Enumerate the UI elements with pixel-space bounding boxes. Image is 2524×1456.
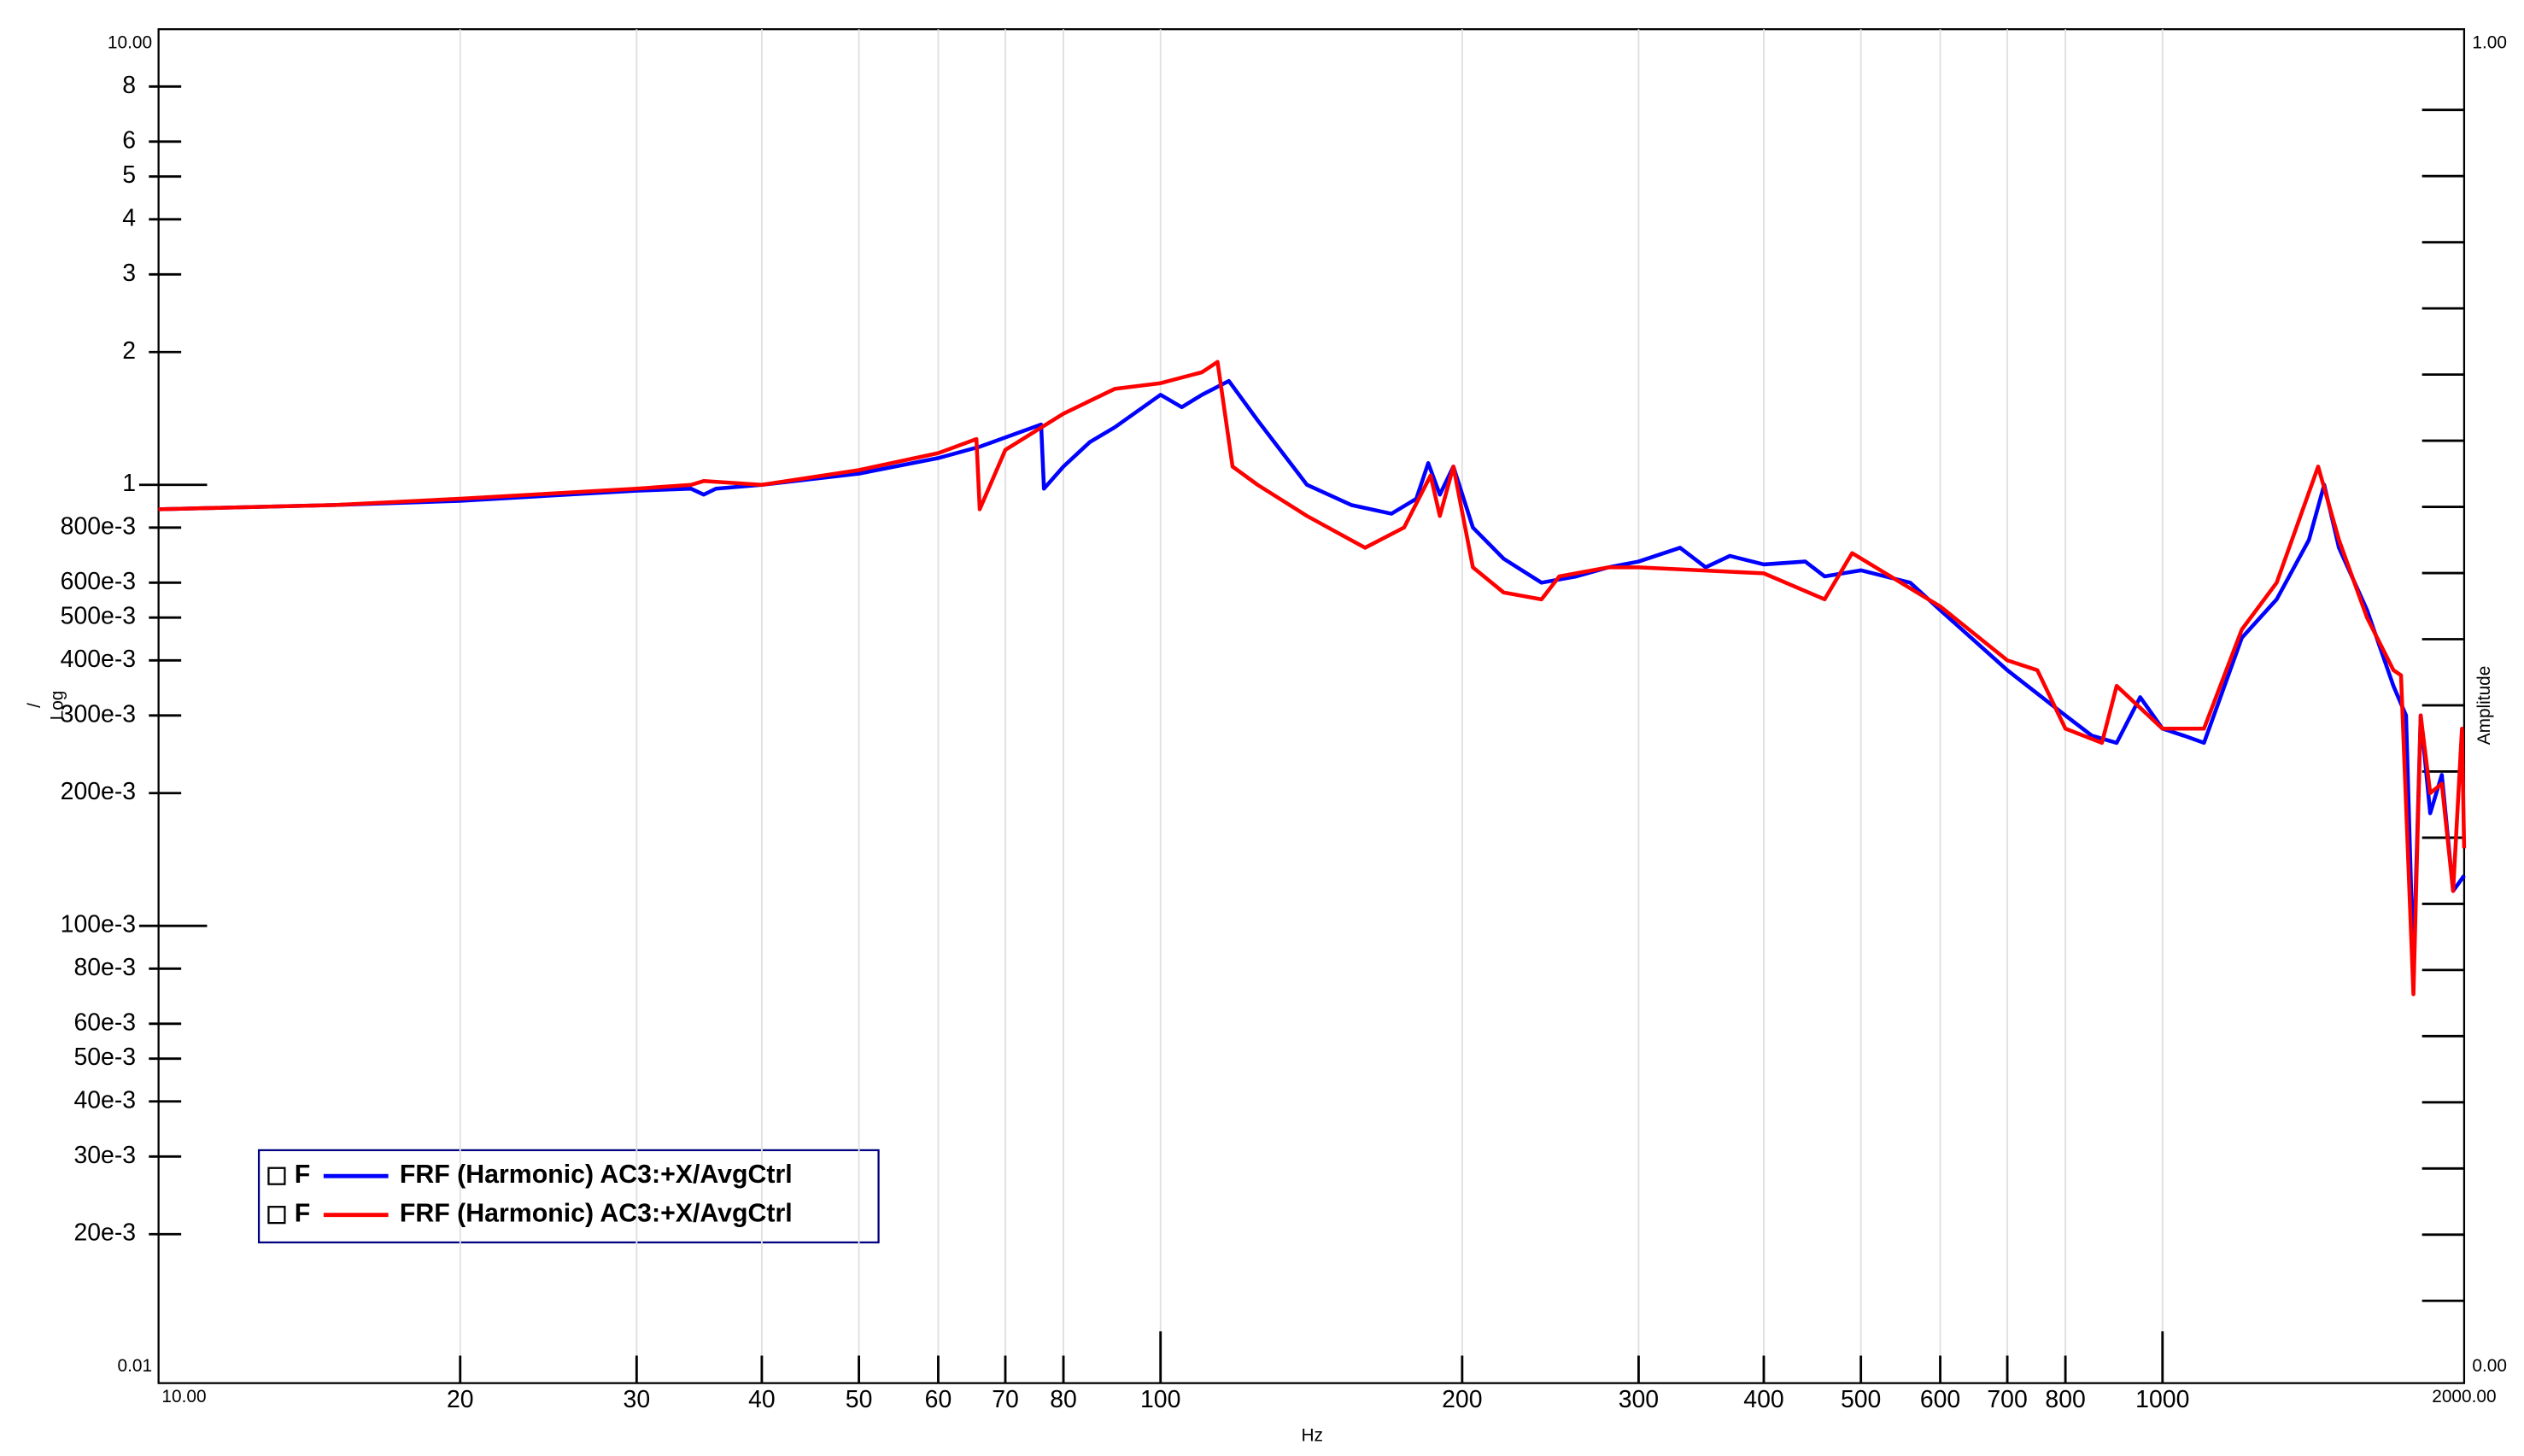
y-tick-label: 20e-3 [73, 1219, 136, 1247]
y-tick-label: 600e-3 [61, 568, 136, 595]
x-axis-label: Hz [1301, 1426, 1322, 1446]
y-tick-label: 800e-3 [61, 512, 136, 540]
series-line [158, 378, 2466, 971]
y-tick-label: 100e-3 [61, 911, 136, 939]
y-axis-label: Log [48, 691, 67, 721]
y-tick-label: 400e-3 [61, 646, 136, 673]
y-tick-label: 0.01 [118, 1356, 153, 1376]
y-tick-label: 50e-3 [73, 1044, 136, 1071]
y-tick-label: 3 [122, 260, 136, 287]
y-tick-label: 40e-3 [73, 1086, 136, 1114]
x-tick-label: 2000.00 [2432, 1387, 2496, 1406]
y-tick-label: 200e-3 [61, 778, 136, 805]
y-tick-label: 4 [122, 204, 136, 231]
y-tick-label: 10.00 [108, 33, 152, 53]
y-tick-label: 5 [122, 161, 136, 189]
x-tick-label: 200 [1442, 1386, 1482, 1413]
legend-label: FRF (Harmonic) AC3:+X/AvgCtrl [400, 1161, 793, 1189]
legend-prefix: F [295, 1200, 311, 1228]
legend-checkbox [267, 1206, 286, 1225]
y-tick-label: 60e-3 [73, 1009, 136, 1036]
x-tick-label: 1000 [2135, 1386, 2189, 1413]
x-tick-label: 600 [1920, 1386, 1960, 1413]
y-axis-unit: / [25, 703, 44, 708]
y-tick-label: 6 [122, 126, 136, 154]
legend-prefix: F [295, 1161, 311, 1189]
x-tick-label: 400 [1743, 1386, 1783, 1413]
y-tick-label: 500e-3 [61, 603, 136, 630]
y-tick-label: 80e-3 [73, 954, 136, 981]
x-tick-label: 30 [624, 1386, 651, 1413]
legend-box [257, 1149, 880, 1244]
x-tick-label: 70 [992, 1386, 1019, 1413]
x-tick-label: 100 [1140, 1386, 1180, 1413]
legend-checkbox [267, 1167, 286, 1185]
x-tick-label: 50 [846, 1386, 873, 1413]
x-tick-label: 800 [2045, 1386, 2085, 1413]
legend-label: FRF (Harmonic) AC3:+X/AvgCtrl [400, 1200, 793, 1228]
x-tick-label: 700 [1987, 1386, 2027, 1413]
x-tick-label: 500 [1841, 1386, 1881, 1413]
series-line [158, 360, 2467, 997]
x-tick-label: 60 [925, 1386, 952, 1413]
x-tick-label: 10.00 [161, 1387, 206, 1406]
y-tick-label: 2 [122, 337, 136, 365]
y2-tick-label: 1.00 [2472, 33, 2507, 53]
y-tick-label: 8 [122, 72, 136, 99]
y-tick-label: 300e-3 [61, 700, 136, 728]
y2-axis-label: Amplitude [2474, 666, 2494, 746]
y-tick-label: 30e-3 [73, 1142, 136, 1169]
x-tick-label: 40 [748, 1386, 776, 1413]
x-tick-label: 300 [1619, 1386, 1659, 1413]
x-tick-label: 80 [1050, 1386, 1077, 1413]
y2-tick-label: 0.00 [2472, 1356, 2507, 1376]
y-tick-label: 1 [122, 470, 136, 497]
x-tick-label: 20 [447, 1386, 474, 1413]
